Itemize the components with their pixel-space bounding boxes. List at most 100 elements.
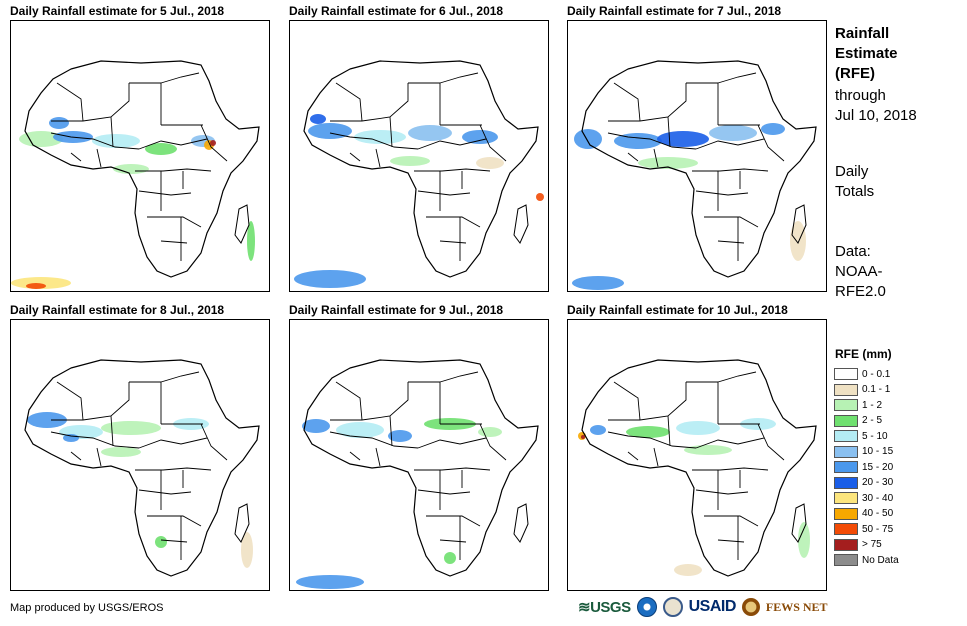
country-border <box>110 415 114 447</box>
country-border <box>147 216 202 228</box>
country-border <box>96 148 102 168</box>
country-border <box>200 124 228 162</box>
rainfall-area <box>294 270 366 288</box>
country-border <box>138 190 192 196</box>
country-border <box>639 83 687 122</box>
country-border <box>717 240 745 244</box>
rainfall-area <box>676 421 720 435</box>
rainfall-area <box>308 123 352 139</box>
africa-map <box>578 359 817 577</box>
sidebar-through: through Jul 10, 2018 <box>835 86 917 126</box>
country-border <box>607 431 697 449</box>
usgs-logo-text: USGS <box>590 599 631 616</box>
country-border <box>82 83 130 122</box>
africa-map <box>294 60 544 288</box>
country-border <box>329 132 419 150</box>
country-border <box>417 437 487 449</box>
legend-item: 0 - 0.1 <box>834 367 890 381</box>
panel-title-3: Daily Rainfall estimate for 7 Jul., 2018 <box>567 4 782 18</box>
panel-title-6: Daily Rainfall estimate for 10 Jul., 201… <box>567 303 788 317</box>
credit-text: Map produced by USGS/EROS <box>10 602 164 614</box>
country-border <box>408 381 441 424</box>
legend-label: No Data <box>862 554 899 566</box>
legend-item: 50 - 75 <box>834 522 893 536</box>
legend-swatch <box>834 414 858 427</box>
country-border <box>426 216 481 228</box>
country-border <box>335 82 363 122</box>
country-border <box>375 447 381 467</box>
africa-map <box>296 359 539 589</box>
legend-label: 10 - 15 <box>862 446 894 457</box>
country-border <box>667 415 671 447</box>
rainfall-area <box>761 123 785 135</box>
legend-label: 5 - 10 <box>862 430 888 442</box>
country-border <box>704 515 759 527</box>
country-border <box>627 152 639 162</box>
legend-item: 30 - 40 <box>834 491 893 505</box>
country-border <box>653 148 659 168</box>
sidebar-title-line: Estimate <box>835 45 898 62</box>
rainfall-map-2 <box>289 20 549 292</box>
legend-label: 40 - 50 <box>862 508 894 519</box>
africa-coastline <box>303 359 539 577</box>
country-border <box>686 381 719 424</box>
country-border <box>50 431 140 449</box>
country-border <box>361 382 409 421</box>
legend-item: 0.1 - 1 <box>834 383 890 397</box>
rainfall-area <box>210 140 216 146</box>
country-border <box>135 168 212 172</box>
rainfall-area <box>790 221 806 261</box>
africa-coastline <box>303 60 539 278</box>
legend-label: 1 - 2 <box>862 399 883 411</box>
country-border <box>479 423 507 461</box>
country-border <box>439 371 479 383</box>
legend-title: RFE (mm) <box>835 347 892 361</box>
rainfall-area <box>462 130 498 144</box>
country-border <box>408 82 441 125</box>
country-border <box>375 148 381 168</box>
rainfall-area <box>574 129 602 149</box>
country-border <box>200 423 228 461</box>
rainfall-map-6 <box>567 319 827 591</box>
country-border <box>426 515 481 527</box>
legend-swatch <box>834 523 858 535</box>
rainfall-area <box>113 164 149 174</box>
panel-title-5: Daily Rainfall estimate for 9 Jul., 2018 <box>289 303 504 317</box>
country-border <box>627 451 639 461</box>
country-border <box>56 82 84 122</box>
rainfall-area <box>536 193 544 201</box>
country-border <box>439 539 467 543</box>
rainfall-area <box>444 552 456 564</box>
legend-label: 20 - 30 <box>862 477 894 488</box>
legend-swatch <box>834 507 858 520</box>
rainfall-area <box>408 125 452 141</box>
legend-item: No Data <box>834 553 899 567</box>
legend-item: 1 - 2 <box>834 398 882 412</box>
country-border <box>349 451 361 461</box>
fews-net-logo: FEWS NET <box>765 599 828 614</box>
country-border <box>389 116 393 148</box>
rainfall-area <box>101 421 161 435</box>
country-border <box>56 381 84 421</box>
sidebar-data-line: Data: <box>835 243 871 260</box>
africa-coastline <box>581 60 817 278</box>
legend-item: > 75 <box>834 538 882 552</box>
rainfall-area <box>590 425 606 435</box>
rainfall-map-3 <box>567 20 827 292</box>
legend-item: 2 - 5 <box>834 414 882 428</box>
sidebar-title-line: Rainfall <box>835 25 890 42</box>
legend-label: 50 - 75 <box>862 523 894 535</box>
rainfall-area <box>155 536 167 548</box>
rainfall-area <box>302 419 330 433</box>
usgs-logo: ≋USGS <box>578 599 631 616</box>
usaid-logo: USAID <box>688 598 737 615</box>
rainfall-area <box>336 422 384 438</box>
country-border <box>160 539 188 543</box>
country-border <box>695 138 765 150</box>
africa-map <box>572 60 817 290</box>
rainfall-area <box>145 143 177 155</box>
country-border <box>160 72 200 84</box>
country-border <box>414 168 491 172</box>
africa-map <box>24 359 260 577</box>
country-border <box>389 415 393 447</box>
